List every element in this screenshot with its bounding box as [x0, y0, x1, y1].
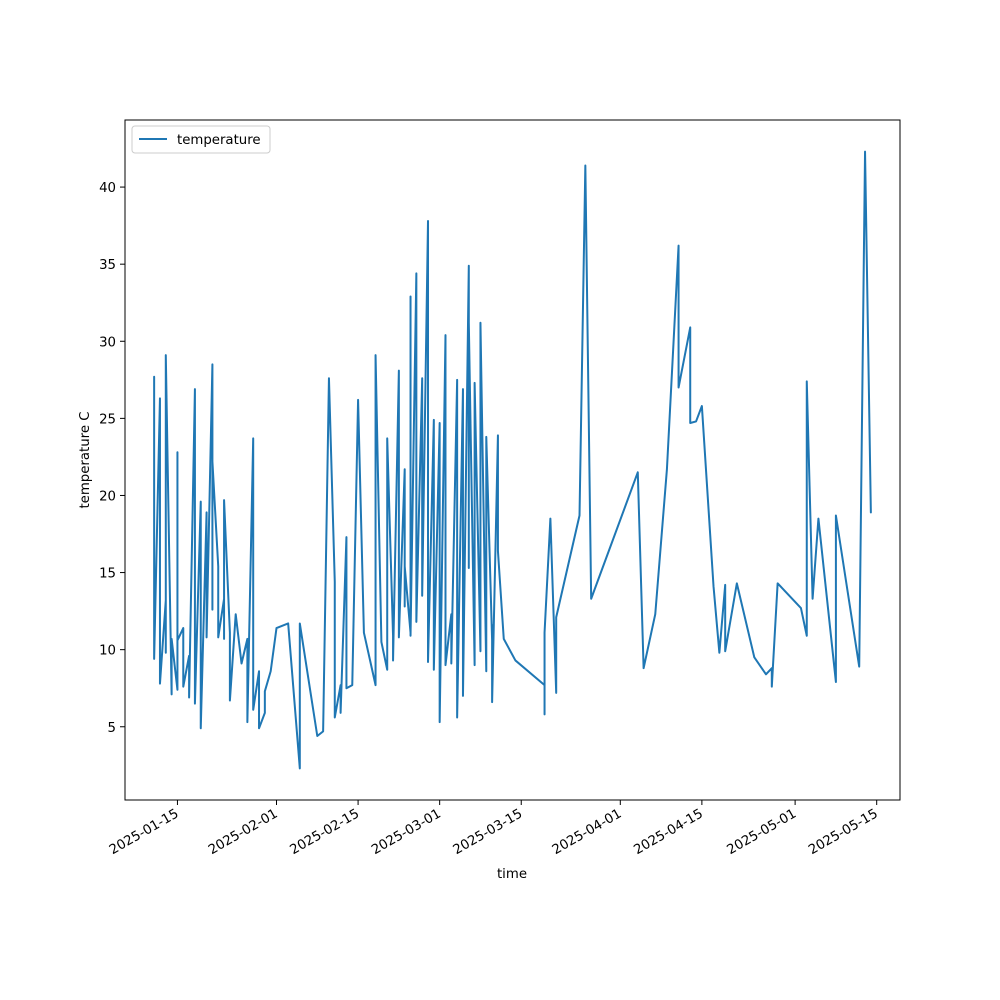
- y-tick-label: 40: [99, 181, 116, 196]
- x-tick-label: 2025-04-01: [550, 806, 624, 858]
- x-axis-label: time: [497, 867, 527, 882]
- x-tick-label: 2025-05-15: [806, 806, 880, 858]
- x-tick-label: 2025-05-01: [725, 806, 799, 858]
- y-tick-label: 25: [99, 412, 116, 427]
- y-tick-label: 5: [108, 721, 116, 736]
- x-axis: 2025-01-15 2025-02-01 2025-02-15 2025-03-01…: [107, 800, 881, 858]
- y-axis: 5 10 15 20 25 30 35 40: [99, 181, 125, 736]
- x-tick-label: 2025-02-15: [288, 806, 362, 858]
- x-tick-label: 2025-03-01: [369, 806, 443, 858]
- y-tick-label: 20: [99, 489, 116, 504]
- y-tick-label: 35: [99, 258, 116, 273]
- x-tick-label: 2025-04-15: [631, 806, 705, 858]
- series-line-temperature: [153, 150, 872, 770]
- y-tick-label: 30: [99, 335, 116, 350]
- x-tick-label: 2025-01-15: [107, 806, 181, 858]
- y-axis-label: temperature C: [78, 411, 93, 508]
- x-tick-label: 2025-02-01: [206, 806, 280, 858]
- legend-box: [131, 125, 271, 154]
- plot-frame: [124, 119, 901, 801]
- x-tick-label: 2025-03-15: [451, 806, 525, 858]
- legend-label-temperature: temperature: [177, 133, 261, 148]
- y-tick-label: 15: [99, 567, 116, 582]
- legend: temperature: [131, 125, 271, 154]
- y-tick-label: 10: [99, 644, 116, 659]
- plot-area: [153, 150, 872, 770]
